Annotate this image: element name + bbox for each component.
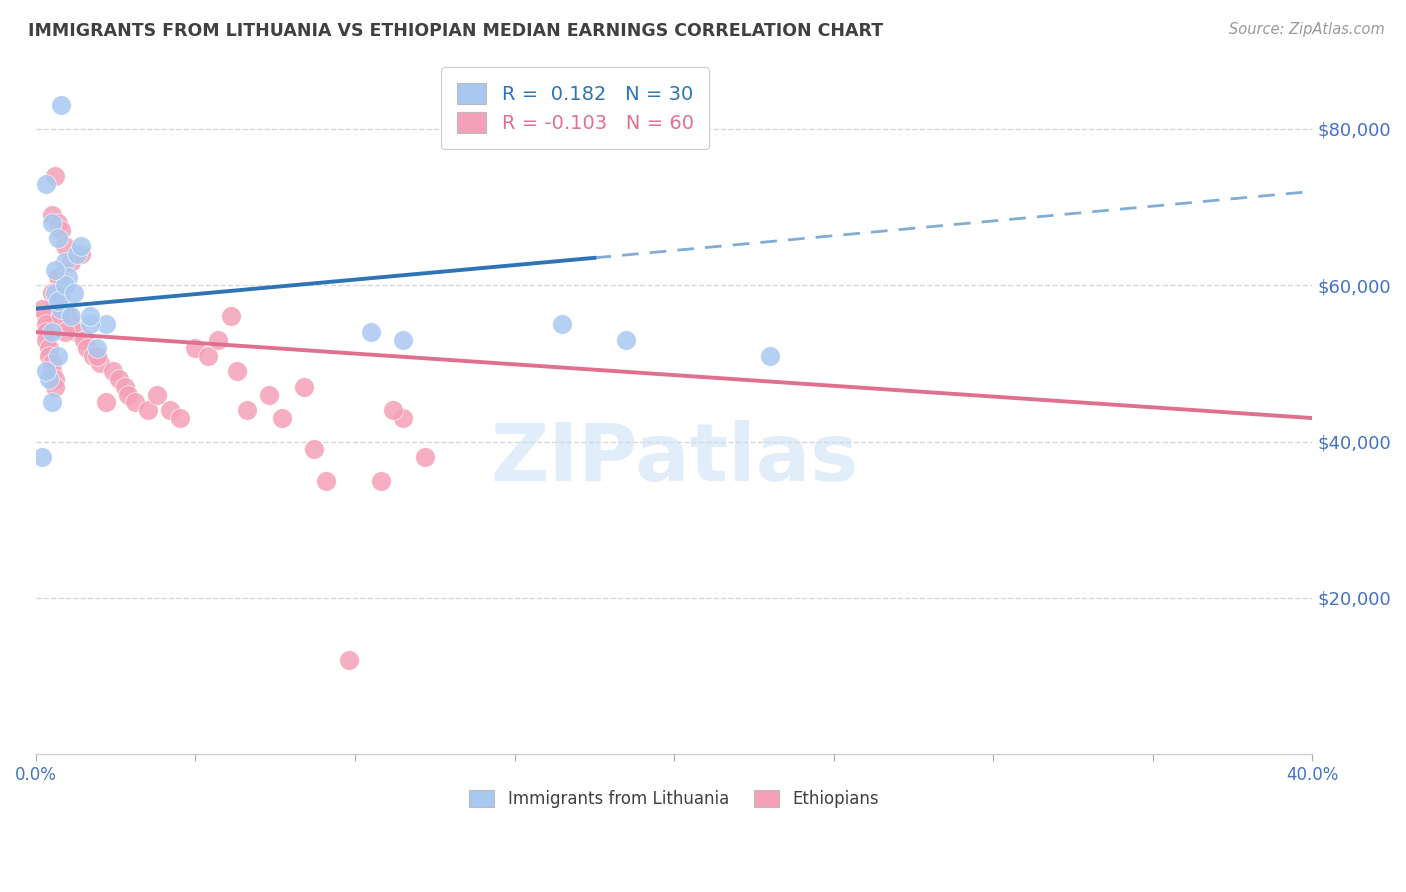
Point (51, 223, 73, 237)
Point (337, 653, 360, 667)
Point (82, 349, 104, 363)
Point (66, 325, 89, 339)
Point (60, 318, 83, 332)
Point (53, 278, 76, 293)
Point (551, 318, 574, 332)
Point (41, 364, 63, 378)
Point (136, 403, 159, 417)
Point (46, 270, 69, 285)
Point (86, 341, 108, 355)
Point (38, 310, 60, 324)
Point (63, 285, 86, 300)
Point (53, 239, 76, 253)
Point (226, 364, 249, 378)
Point (56, 310, 79, 324)
Point (66, 247, 89, 261)
Point (207, 333, 229, 347)
Point (184, 341, 207, 355)
Point (44, 169, 66, 183)
Point (51, 285, 73, 300)
Point (101, 364, 124, 378)
Point (34, 310, 56, 324)
Point (197, 349, 219, 363)
Point (38, 341, 60, 355)
Point (292, 380, 315, 394)
Point (44, 380, 66, 394)
Point (44, 262, 66, 277)
Point (114, 380, 136, 394)
Point (53, 325, 76, 339)
Point (41, 395, 63, 409)
Point (315, 474, 337, 488)
Point (46, 293, 69, 308)
Point (169, 411, 191, 425)
Point (94, 318, 117, 332)
Point (89, 356, 111, 370)
Point (392, 333, 415, 347)
Point (270, 411, 292, 425)
Point (759, 349, 782, 363)
Point (44, 372, 66, 386)
Point (302, 442, 325, 457)
Point (235, 403, 257, 417)
Point (34, 364, 56, 378)
Point (34, 177, 56, 191)
Point (41, 216, 63, 230)
Legend: Immigrants from Lithuania, Ethiopians: Immigrants from Lithuania, Ethiopians (461, 781, 887, 816)
Text: IMMIGRANTS FROM LITHUANIA VS ETHIOPIAN MEDIAN EARNINGS CORRELATION CHART: IMMIGRANTS FROM LITHUANIA VS ETHIOPIAN M… (28, 22, 883, 40)
Point (41, 325, 63, 339)
Point (108, 372, 131, 386)
Point (124, 395, 146, 409)
Point (31, 301, 53, 316)
Point (94, 395, 117, 409)
Point (56, 270, 79, 285)
Point (41, 285, 63, 300)
Point (413, 450, 436, 465)
Point (41, 208, 63, 222)
Point (51, 98, 73, 112)
Point (146, 387, 169, 401)
Point (79, 318, 101, 332)
Point (76, 341, 98, 355)
Point (219, 310, 242, 324)
Point (34, 318, 56, 332)
Point (38, 349, 60, 363)
Point (46, 349, 69, 363)
Point (73, 333, 96, 347)
Point (79, 310, 101, 324)
Point (86, 349, 108, 363)
Point (69, 247, 91, 261)
Point (159, 403, 181, 417)
Point (117, 387, 139, 401)
Point (44, 285, 66, 300)
Point (53, 301, 76, 316)
Point (31, 450, 53, 465)
Point (69, 239, 91, 253)
Point (392, 411, 415, 425)
Text: ZIPatlas: ZIPatlas (491, 420, 858, 498)
Point (46, 216, 69, 230)
Point (51, 310, 73, 324)
Point (46, 231, 69, 245)
Point (53, 254, 76, 268)
Point (614, 333, 637, 347)
Point (60, 254, 83, 268)
Point (44, 293, 66, 308)
Point (382, 403, 405, 417)
Point (257, 387, 280, 401)
Point (34, 333, 56, 347)
Point (360, 325, 382, 339)
Text: Source: ZipAtlas.com: Source: ZipAtlas.com (1229, 22, 1385, 37)
Point (38, 372, 60, 386)
Point (60, 310, 83, 324)
Point (41, 356, 63, 370)
Point (51, 301, 73, 316)
Point (34, 325, 56, 339)
Point (370, 474, 392, 488)
